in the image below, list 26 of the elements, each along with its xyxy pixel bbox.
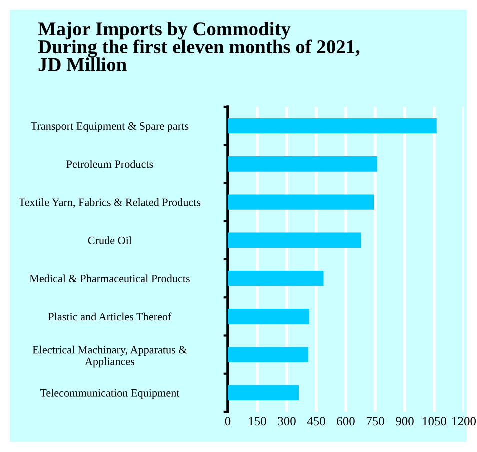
bar [228, 347, 308, 362]
x-tick-label: 450 [307, 417, 326, 426]
x-tick-label: 900 [396, 417, 414, 426]
y-tick-label: Telecommunication Equipment [40, 389, 180, 400]
y-tick-label: Textile Yarn, Fabrics & Related Products [19, 198, 201, 208]
bar [228, 156, 378, 172]
x-tick-label: 300 [278, 417, 296, 426]
bar [228, 309, 310, 324]
bar [228, 194, 374, 210]
y-tick-label: Plastic and Articles Thereof [48, 312, 172, 321]
y-tick-label: Transport Equipment & Spare parts [31, 122, 189, 132]
x-tick-label: 600 [337, 417, 355, 426]
bar [228, 270, 324, 286]
x-tick-label: 1200 [452, 417, 476, 426]
x-tick-label: 150 [249, 417, 266, 426]
bar [228, 118, 437, 134]
x-tick-label: 750 [366, 417, 384, 426]
y-tick-label: Crude Oil [88, 236, 132, 244]
bar [228, 232, 362, 248]
y-tick-label: Petroleum Products [66, 160, 154, 168]
x-tick-label: 1050 [423, 417, 447, 426]
x-tick-label: 0 [225, 417, 231, 426]
y-tick-label: Medical & Pharmaceutical Products [30, 274, 190, 283]
bar [228, 385, 299, 401]
chart-title: Major Imports by Commodity During the first eleven months of 2021, JD Million [38, 22, 360, 72]
y-tick-label: Electrical Machinary, Apparatus & Appliances [32, 346, 188, 368]
